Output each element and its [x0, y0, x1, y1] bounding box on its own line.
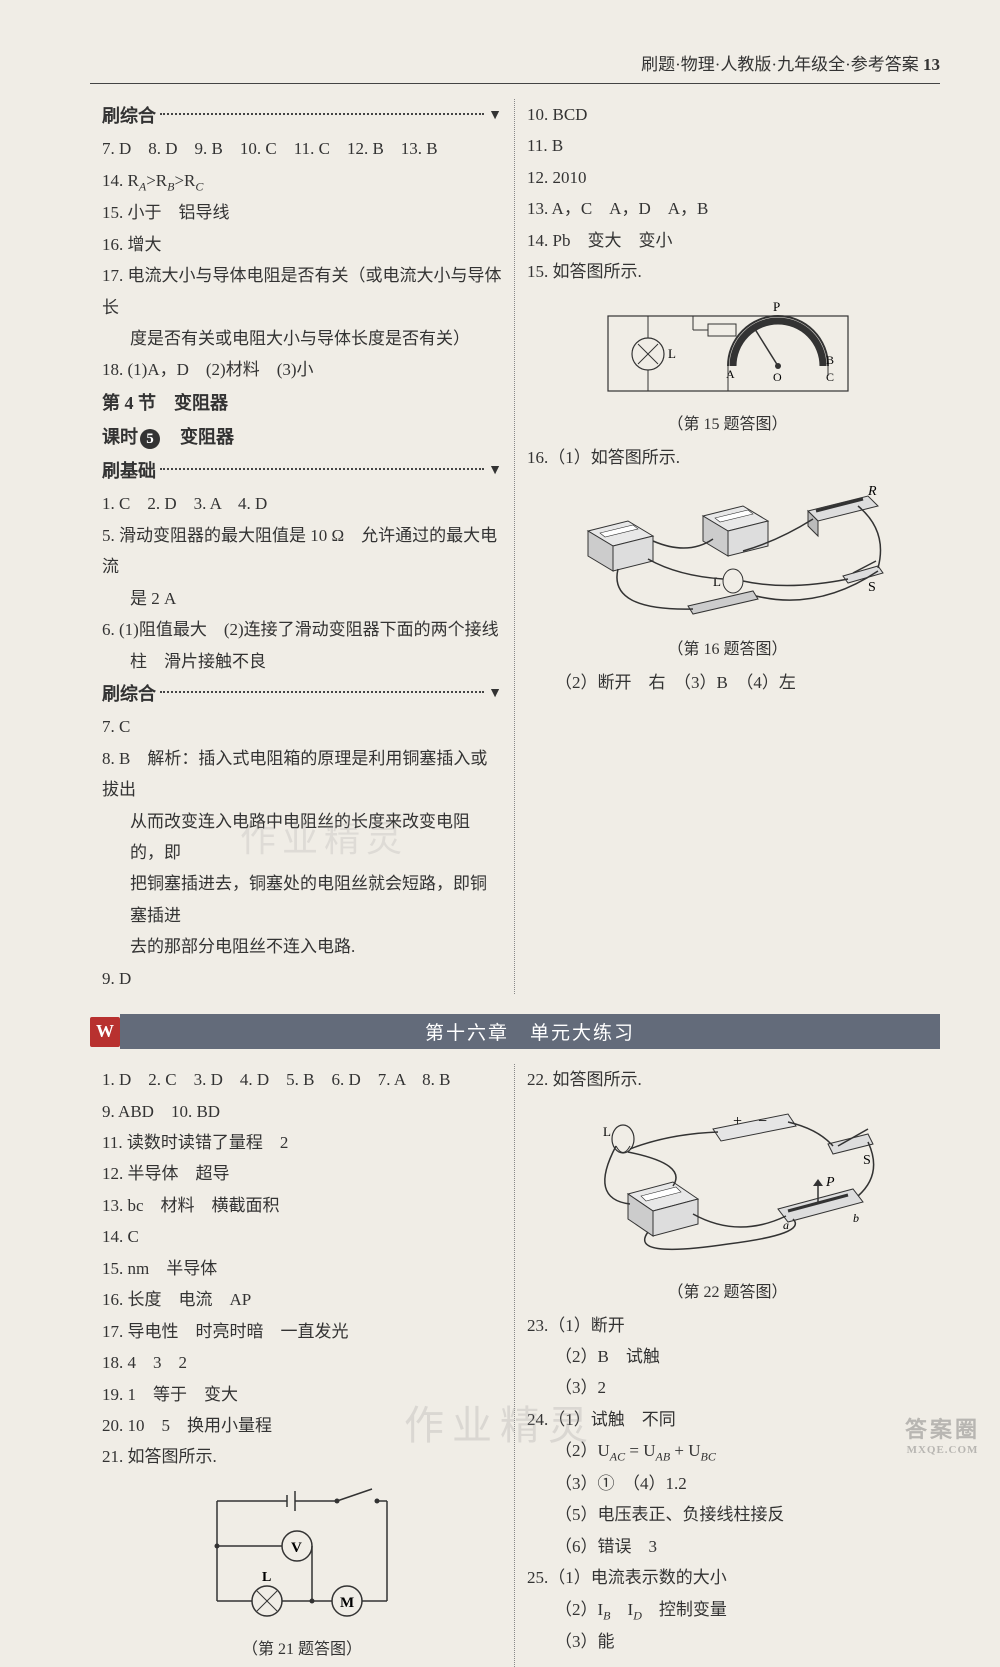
c9: 9. D: [102, 963, 502, 994]
c7: 7. C: [102, 711, 502, 742]
q15: 15. 小于 铝导线: [102, 197, 502, 228]
svg-text:L: L: [713, 574, 721, 589]
svg-text:S: S: [868, 580, 876, 595]
q17a: 17. 电流大小与导体电阻是否有关（或电流大小与导体长: [102, 260, 502, 323]
shua-zonghe-header: 刷综合 ▼: [102, 99, 502, 133]
c8c: 把铜塞插进去，铜塞处的电阻丝就会短路，即铜塞插进: [102, 868, 502, 931]
section-4-title: 第 4 节 变阻器: [102, 386, 502, 420]
b5b: 是 2 A: [102, 583, 502, 614]
section-2-right: 22. 如答图所示. L + − S: [515, 1064, 940, 1667]
r-q16: 16.（1）如答图所示.: [527, 442, 928, 473]
svg-text:B: B: [826, 353, 834, 367]
s2-l9: 9. ABD 10. BD: [102, 1096, 502, 1127]
c8a: 8. B 解析：插入式电阻箱的原理是利用铜塞插入或拔出: [102, 743, 502, 806]
q7-13: 7. D 8. D 9. B 10. C 11. C 12. B 13. B: [102, 133, 502, 164]
svg-text:P: P: [773, 299, 780, 314]
b6a: 6. (1)阻值最大 (2)连接了滑动变阻器下面的两个接线: [102, 614, 502, 645]
s2-l14: 14. C: [102, 1221, 502, 1252]
watermark-bottom: 作业精灵: [404, 1393, 596, 1451]
r-q13: 13. A，C A，D A，B: [527, 193, 928, 224]
section-2-left: 1. D 2. C 3. D 4. D 5. B 6. D 7. A 8. B …: [90, 1064, 515, 1667]
watermark-mid: 作业精灵: [240, 810, 408, 862]
shua-jichu-header: 刷基础 ▼: [102, 454, 502, 488]
b6b: 柱 滑片接触不良: [102, 646, 502, 677]
figure-21: L M V （第 21 题答图）: [102, 1481, 502, 1659]
q16: 16. 增大: [102, 229, 502, 260]
page-number: 13: [923, 55, 940, 74]
s2-r23-2: （2）B 试触: [527, 1341, 928, 1372]
fig15-caption: （第 15 题答图）: [527, 410, 928, 434]
s2-r23: 23.（1）断开: [527, 1310, 928, 1341]
svg-text:R: R: [867, 484, 877, 499]
chapter-icon: W: [90, 1017, 120, 1047]
corner-logo: 答案圈 MXQE.COM: [905, 1412, 980, 1456]
keshi-title: 课时5 变阻器: [102, 420, 502, 454]
s2-r25-3: （3）能: [527, 1626, 928, 1657]
figure-16: R L S （第 16 题答图）: [527, 481, 928, 659]
s2-r25: 25.（1）电流表示数的大小: [527, 1562, 928, 1593]
page-header: 刷题·物理·人教版·九年级全·参考答案 13: [90, 50, 940, 84]
r-q16-2: （2）断开 右 （3）B （4）左: [527, 667, 928, 698]
b1-4: 1. C 2. D 3. A 4. D: [102, 488, 502, 519]
figure-22: L + − S P a b: [527, 1104, 928, 1302]
fig16-caption: （第 16 题答图）: [527, 635, 928, 659]
svg-text:C: C: [826, 370, 834, 384]
fig21-caption: （第 21 题答图）: [102, 1635, 502, 1659]
r-q10: 10. BCD: [527, 99, 928, 130]
svg-text:O: O: [773, 370, 782, 384]
s2-r22: 22. 如答图所示.: [527, 1064, 928, 1095]
figure-15: L P A O B C （第 15 题答图）: [527, 296, 928, 434]
svg-text:M: M: [340, 1595, 354, 1611]
section-1-right: 10. BCD 11. B 12. 2010 13. A，C A，D A，B 1…: [515, 99, 940, 994]
q18: 18. (1)A，D (2)材料 (3)小: [102, 354, 502, 385]
r-q14: 14. Pb 变大 变小: [527, 225, 928, 256]
svg-text:P: P: [825, 1175, 835, 1190]
svg-text:L: L: [262, 1570, 271, 1585]
shua-zonghe2-header: 刷综合 ▼: [102, 677, 502, 711]
svg-text:a: a: [783, 1218, 789, 1232]
svg-text:A: A: [726, 367, 735, 381]
svg-text:L: L: [668, 346, 676, 361]
chapter-title: 第十六章 单元大练习: [120, 1014, 940, 1049]
fig22-caption: （第 22 题答图）: [527, 1278, 928, 1302]
svg-text:V: V: [291, 1540, 302, 1556]
s2-r24-6: （6）错误 3: [527, 1531, 928, 1562]
s2-r24-3: （3）① （4）1.2: [527, 1468, 928, 1499]
section-1: 刷综合 ▼ 7. D 8. D 9. B 10. C 11. C 12. B 1…: [90, 99, 940, 994]
s2-r25-2: （2）IB ID 控制变量: [527, 1594, 928, 1627]
header-text: 刷题·物理·人教版·九年级全·参考答案: [641, 55, 919, 74]
c8d: 去的那部分电阻丝不连入电路.: [102, 931, 502, 962]
s2-l17: 17. 导电性 时亮时暗 一直发光: [102, 1316, 502, 1347]
s2-l13: 13. bc 材料 横截面积: [102, 1190, 502, 1221]
s2-l18: 18. 4 3 2: [102, 1347, 502, 1378]
svg-text:b: b: [853, 1211, 859, 1225]
b5a: 5. 滑动变阻器的最大阻值是 10 Ω 允许通过的最大电流: [102, 520, 502, 583]
s2-r24-5: （5）电压表正、负接线柱接反: [527, 1499, 928, 1530]
r-q11: 11. B: [527, 130, 928, 161]
svg-text:L: L: [603, 1124, 611, 1139]
s2-l16: 16. 长度 电流 AP: [102, 1284, 502, 1315]
s2-l1: 1. D 2. C 3. D 4. D 5. B 6. D 7. A 8. B: [102, 1064, 502, 1095]
svg-text:S: S: [863, 1153, 871, 1168]
q14: 14. RA>RB>RC: [102, 165, 502, 198]
r-q12: 12. 2010: [527, 162, 928, 193]
q17b: 度是否有关或电阻大小与导体长度是否有关）: [102, 323, 502, 354]
chapter-banner: W 第十六章 单元大练习: [90, 1014, 940, 1049]
r-q15: 15. 如答图所示.: [527, 256, 928, 287]
s2-l12: 12. 半导体 超导: [102, 1158, 502, 1189]
s2-l11: 11. 读数时读错了量程 2: [102, 1127, 502, 1158]
s2-l15: 15. nm 半导体: [102, 1253, 502, 1284]
svg-text:+ −: + −: [733, 1113, 767, 1130]
section-2: 1. D 2. C 3. D 4. D 5. B 6. D 7. A 8. B …: [90, 1064, 940, 1667]
